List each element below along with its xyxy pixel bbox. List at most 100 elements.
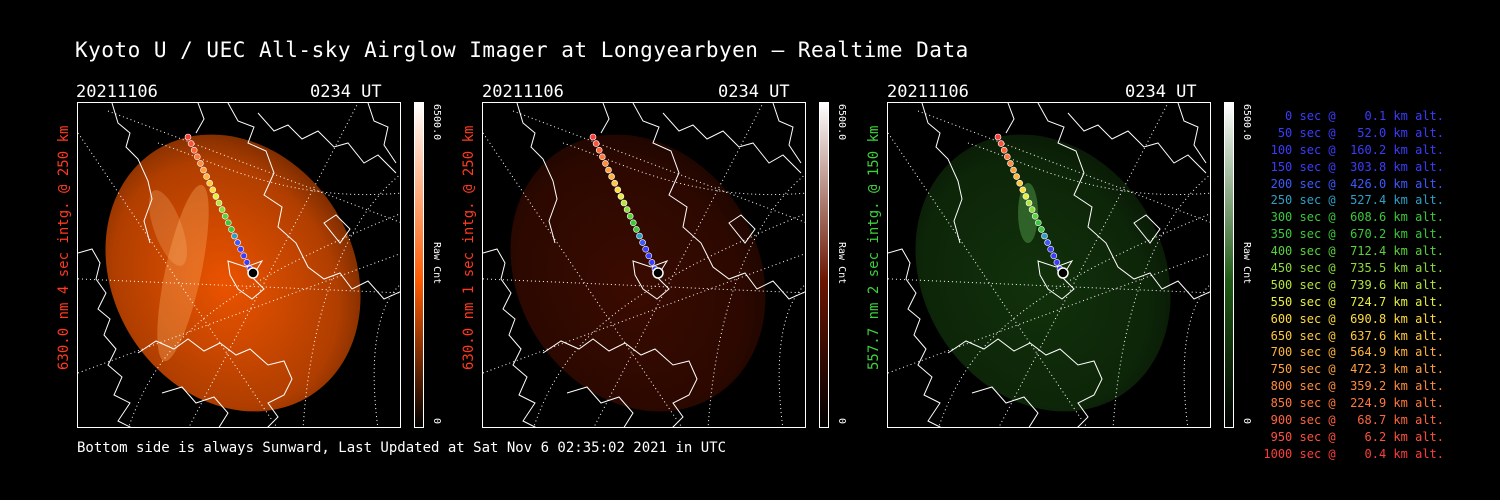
trajectory-point	[203, 173, 210, 180]
trajectory-point	[215, 199, 223, 207]
trajectory-point	[184, 133, 192, 141]
trajectory-legend: 0 sec @ 0.1 km alt. 50 sec @ 52.0 km alt…	[1258, 108, 1444, 463]
panel-3-time: 0234 UT	[1125, 82, 1197, 102]
panel-3-image	[887, 102, 1211, 428]
trajectory-point	[194, 153, 201, 161]
legend-entry: 500 sec @ 739.6 km alt.	[1263, 277, 1444, 292]
trajectory-point	[1031, 212, 1039, 220]
panel-1-colorbar	[414, 102, 424, 428]
panel-1-cbar-max: 6500.0	[431, 104, 442, 141]
trajectory-point	[611, 179, 618, 187]
trajectory-point	[589, 133, 597, 141]
legend-entry: 550 sec @ 724.7 km alt.	[1263, 294, 1444, 309]
trajectory-point	[206, 179, 213, 187]
trajectory-point	[1047, 245, 1054, 253]
trajectory-point	[608, 173, 615, 180]
trajectory-point	[225, 219, 232, 227]
legend-entry: 200 sec @ 426.0 km alt.	[1263, 176, 1444, 191]
legend-entry: 150 sec @ 303.8 km alt.	[1263, 159, 1444, 174]
trajectory-point	[234, 239, 241, 246]
legend-entry: 800 sec @ 359.2 km alt.	[1263, 379, 1444, 394]
legend-entry: 50 sec @ 52.0 km alt.	[1263, 125, 1444, 140]
legend-entry: 600 sec @ 690.8 km alt.	[1263, 311, 1444, 326]
legend-entry: 900 sec @ 68.7 km alt.	[1263, 413, 1444, 428]
trajectory-point	[605, 166, 612, 174]
trajectory-point	[1025, 199, 1033, 207]
trajectory-point	[620, 199, 628, 207]
panel-3-ylabel: 557.7 nm 2 sec intg. @ 150 km	[866, 125, 882, 370]
trajectory-point	[197, 160, 204, 167]
trajectory-point	[642, 245, 649, 253]
trajectory-point	[648, 259, 656, 266]
station-marker	[1057, 267, 1069, 279]
trajectory-point	[200, 166, 207, 174]
panel-3-cbar-max: 6500.0	[1241, 104, 1252, 141]
allsky-disk	[510, 134, 766, 412]
legend-entry: 700 sec @ 564.9 km alt.	[1263, 345, 1444, 360]
trajectory-point	[1019, 186, 1027, 194]
allsky-disk	[915, 134, 1171, 412]
panel-2-cbar-min: 0	[836, 418, 847, 425]
trajectory-point	[228, 226, 235, 233]
panel-1-ylabel: 630.0 nm 4 sec intg. @ 250 km	[56, 125, 72, 370]
legend-entry: 1000 sec @ 0.4 km alt.	[1263, 446, 1444, 461]
trajectory-point	[218, 206, 226, 213]
trajectory-point	[602, 160, 609, 167]
allsky-disk	[105, 134, 361, 412]
trajectory-point	[190, 146, 198, 154]
trajectory-point	[243, 259, 251, 266]
panel-2-time: 0234 UT	[718, 82, 790, 102]
panel-2-cbar-max: 6500.0	[836, 104, 847, 141]
panel-3-date: 20211106	[887, 82, 969, 102]
trajectory-point	[623, 206, 631, 213]
panel-1-cbar-min: 0	[431, 418, 442, 425]
panel-1-time: 0234 UT	[310, 82, 382, 102]
allsky-map	[483, 103, 805, 427]
footer-note: Bottom side is always Sunward, Last Upda…	[77, 440, 727, 456]
panel-3-colorbar	[1224, 102, 1234, 428]
legend-entry: 650 sec @ 637.6 km alt.	[1263, 328, 1444, 343]
trajectory-point	[592, 140, 600, 147]
trajectory-point	[1004, 153, 1011, 161]
legend-entry: 450 sec @ 735.5 km alt.	[1263, 261, 1444, 276]
trajectory-point	[630, 219, 637, 227]
trajectory-point	[209, 186, 217, 194]
trajectory-point	[1050, 252, 1058, 260]
panel-1-image	[77, 102, 401, 428]
trajectory-point	[645, 252, 653, 260]
legend-entry: 300 sec @ 608.6 km alt.	[1263, 210, 1444, 225]
trajectory-point	[614, 186, 622, 194]
panel-3-cbar-min: 0	[1241, 418, 1252, 425]
panel-2-colorbar	[819, 102, 829, 428]
panel-1-date: 20211106	[76, 82, 158, 102]
trajectory-point	[1035, 219, 1042, 227]
trajectory-point	[1044, 239, 1051, 246]
trajectory-point	[1038, 226, 1045, 233]
trajectory-point	[617, 193, 625, 200]
trajectory-point	[599, 153, 606, 161]
panel-1-cbar-unit: Raw Cnt	[431, 242, 442, 285]
trajectory-point	[1022, 193, 1030, 200]
trajectory-point	[231, 232, 238, 240]
trajectory-point	[1007, 160, 1014, 167]
trajectory-point	[1000, 146, 1008, 154]
trajectory-point	[1041, 232, 1048, 240]
legend-entry: 100 sec @ 160.2 km alt.	[1263, 142, 1444, 157]
trajectory-point	[595, 146, 603, 154]
trajectory-point	[626, 212, 634, 220]
panel-3-cbar-unit: Raw Cnt	[1241, 242, 1252, 285]
legend-entry: 250 sec @ 527.4 km alt.	[1263, 193, 1444, 208]
panel-2-ylabel: 630.0 nm 1 sec intg. @ 250 km	[461, 125, 477, 370]
trajectory-point	[237, 245, 244, 253]
legend-entry: 0 sec @ 0.1 km alt.	[1263, 109, 1444, 123]
trajectory-point	[221, 212, 229, 220]
trajectory-point	[212, 193, 220, 200]
trajectory-point	[633, 226, 640, 233]
trajectory-point	[1010, 166, 1017, 174]
panel-2-date: 20211106	[482, 82, 564, 102]
legend-entry: 950 sec @ 6.2 km alt.	[1263, 429, 1444, 444]
trajectory-point	[997, 140, 1005, 147]
panel-2-cbar-unit: Raw Cnt	[836, 242, 847, 285]
trajectory-point	[636, 232, 643, 240]
trajectory-point	[639, 239, 646, 246]
